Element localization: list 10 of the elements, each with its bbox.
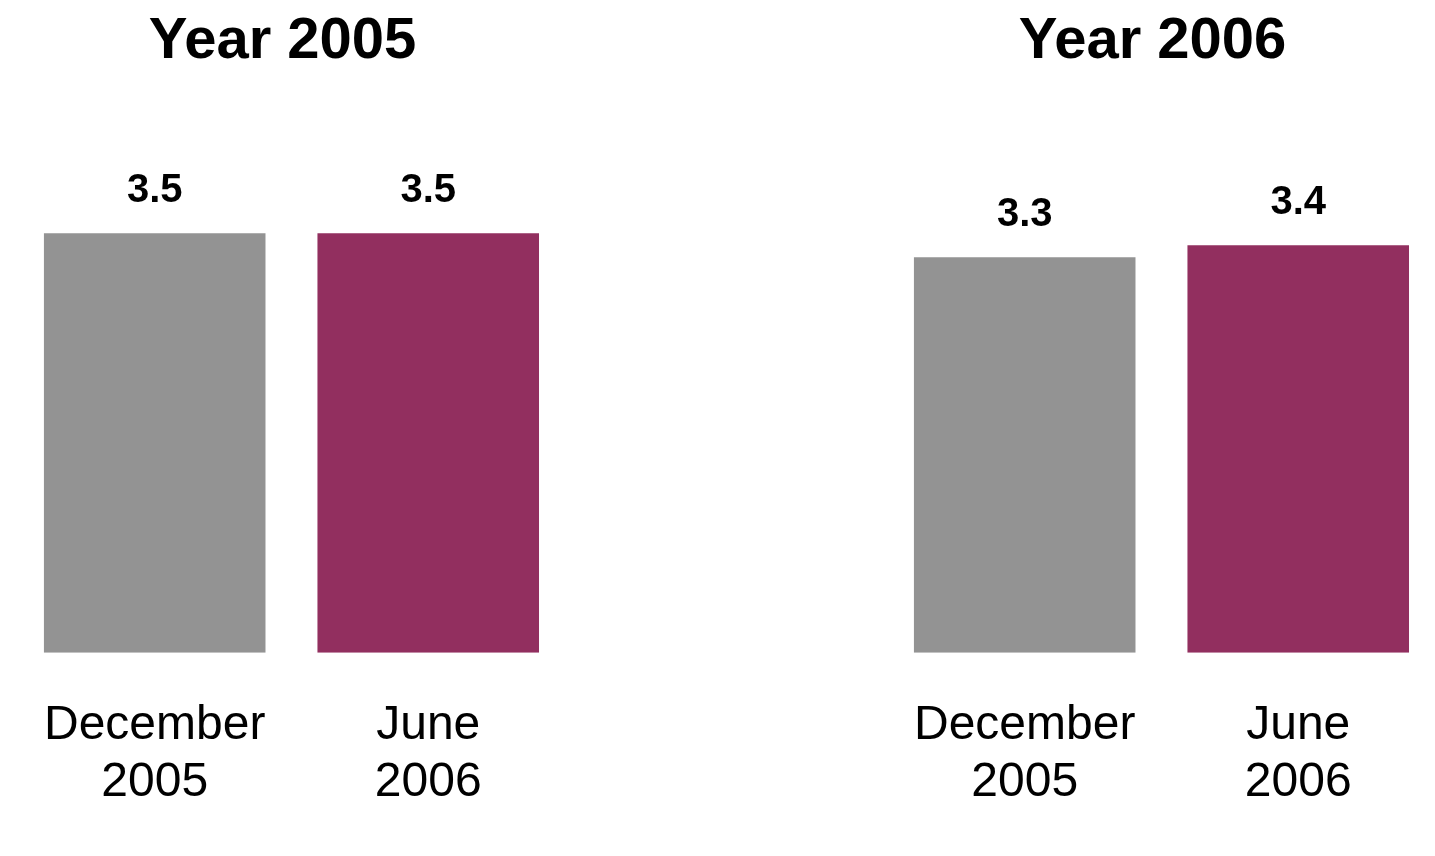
x-tick-label: June 2006 [1244,695,1352,807]
data-label: 3.5 [126,166,183,211]
x-tick-label: December 2005 [914,695,1136,807]
chart-title: Year 2006 [1017,4,1288,72]
x-tick-label: December 2005 [44,695,266,807]
data-label: 3.3 [996,190,1053,235]
chart-title: Year 2005 [147,4,418,72]
data-label: 3.4 [1270,178,1327,223]
data-label: 3.5 [400,166,457,211]
x-tick-label: June 2006 [374,695,482,807]
